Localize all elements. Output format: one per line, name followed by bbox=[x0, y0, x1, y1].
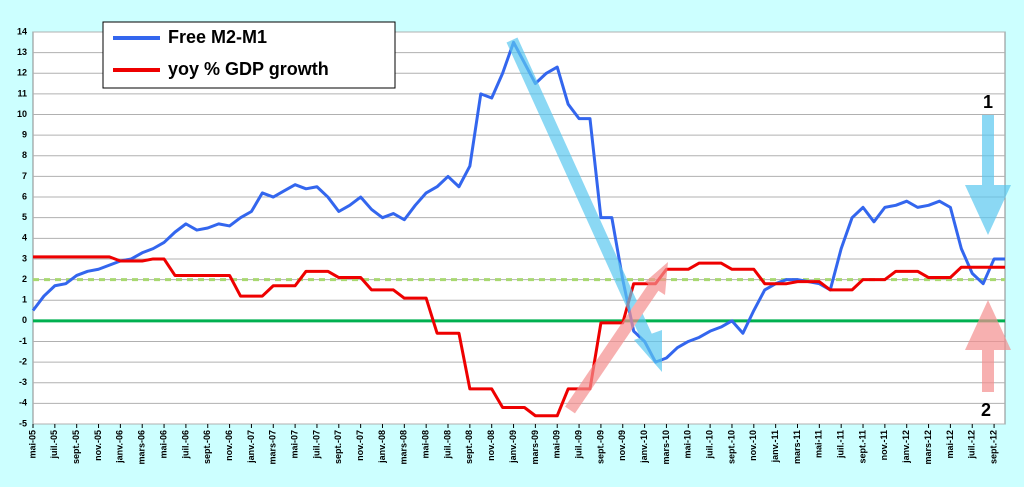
y-tick-label: -5 bbox=[19, 418, 27, 428]
x-tick-label: mars-09 bbox=[530, 430, 540, 465]
x-tick-label: mars-12 bbox=[923, 430, 933, 465]
legend bbox=[102, 21, 396, 89]
arrowhead bbox=[965, 300, 1011, 350]
y-tick-label: 6 bbox=[22, 191, 27, 201]
arrowhead bbox=[645, 262, 668, 295]
x-tick-label: sept.-05 bbox=[71, 430, 81, 464]
x-tick-label: mars-11 bbox=[792, 430, 802, 464]
y-tick-label: 12 bbox=[17, 68, 27, 78]
x-tick-label: nov.-10 bbox=[748, 430, 758, 461]
x-tick-label: janv.-11 bbox=[770, 430, 780, 463]
arrows bbox=[506, 37, 1011, 414]
legend-label: yoy % GDP growth bbox=[168, 59, 329, 79]
x-tick-label: sept.-12 bbox=[988, 430, 998, 464]
y-tick-label: 10 bbox=[17, 109, 27, 119]
y-tick-label: 0 bbox=[22, 315, 27, 325]
x-tick-label: janv.-12 bbox=[901, 430, 911, 464]
y-tick-label: 9 bbox=[22, 130, 27, 140]
x-tick-label: mars-07 bbox=[268, 430, 278, 465]
x-tick-label: janv.-08 bbox=[377, 430, 387, 464]
x-tick-label: juil.-06 bbox=[180, 430, 190, 460]
x-tick-label: sept.-10 bbox=[726, 430, 736, 464]
x-tick-label: juil.-11 bbox=[836, 430, 846, 459]
x-tick-label: juil.-12 bbox=[967, 430, 977, 460]
arrow bbox=[565, 281, 660, 414]
x-tick-label: mai-09 bbox=[552, 430, 562, 459]
x-tick-label: nov.-08 bbox=[486, 430, 496, 461]
x-tick-label: mai-12 bbox=[945, 430, 955, 459]
x-tick-label: sept.-07 bbox=[333, 430, 343, 464]
y-tick-label: -3 bbox=[19, 377, 27, 387]
x-tick-label: sept.-11 bbox=[857, 430, 867, 464]
y-tick-label: -1 bbox=[19, 336, 27, 346]
x-tick-label: sept.-08 bbox=[464, 430, 474, 464]
x-tick-label: mai-05 bbox=[27, 430, 37, 459]
y-tick-label: 5 bbox=[22, 212, 27, 222]
x-tick-label: mai-06 bbox=[158, 430, 168, 459]
y-tick-label: 13 bbox=[17, 47, 27, 57]
x-tick-label: sept.-06 bbox=[202, 430, 212, 464]
x-tick-label: janv.-07 bbox=[246, 430, 256, 464]
arrowhead bbox=[634, 330, 662, 372]
x-tick-label: juil.-09 bbox=[573, 430, 583, 460]
x-tick-label: nov.-09 bbox=[617, 430, 627, 461]
y-tick-label: 4 bbox=[22, 233, 27, 243]
x-tick-label: mai-07 bbox=[289, 430, 299, 459]
x-tick-label: mai-10 bbox=[683, 430, 693, 459]
annotation: 1 bbox=[983, 92, 993, 112]
annotation: 2 bbox=[981, 400, 991, 420]
y-tick-label: 1 bbox=[22, 295, 27, 305]
x-tick-label: mars-06 bbox=[137, 430, 147, 465]
x-tick-label: juil.-05 bbox=[49, 430, 59, 460]
x-tick-label: janv.-06 bbox=[115, 430, 125, 464]
y-tick-label: 8 bbox=[22, 150, 27, 160]
x-tick-label: mai-11 bbox=[814, 430, 824, 458]
x-tick-label: juil.-07 bbox=[311, 430, 321, 460]
x-tick-label: juil.-10 bbox=[704, 430, 714, 460]
arrowhead bbox=[965, 185, 1011, 235]
x-tick-label: mars-10 bbox=[661, 430, 671, 465]
x-tick-label: sept.-09 bbox=[595, 430, 605, 464]
y-tick-label: 11 bbox=[17, 88, 27, 98]
series-line bbox=[33, 255, 1005, 418]
x-tick-label: nov.-06 bbox=[224, 430, 234, 461]
y-tick-label: 3 bbox=[22, 253, 27, 263]
x-tick-label: janv.-09 bbox=[508, 430, 518, 464]
x-tick-label: nov.-05 bbox=[93, 430, 103, 461]
x-tick-label: janv.-10 bbox=[639, 430, 649, 464]
legend-label: Free M2-M1 bbox=[168, 27, 267, 47]
y-tick-label: 2 bbox=[22, 274, 27, 284]
y-tick-label: -2 bbox=[19, 356, 27, 366]
x-tick-label: juil.-08 bbox=[442, 430, 452, 460]
x-tick-label: nov.-11 bbox=[879, 430, 889, 460]
x-tick-label: mai-08 bbox=[421, 430, 431, 459]
y-tick-label: 7 bbox=[22, 171, 27, 181]
y-tick-label: 14 bbox=[17, 26, 27, 36]
arrow bbox=[506, 37, 654, 343]
x-tick-label: mars-08 bbox=[399, 430, 409, 465]
y-tick-label: -4 bbox=[19, 398, 27, 408]
x-tick-label: nov.-07 bbox=[355, 430, 365, 461]
